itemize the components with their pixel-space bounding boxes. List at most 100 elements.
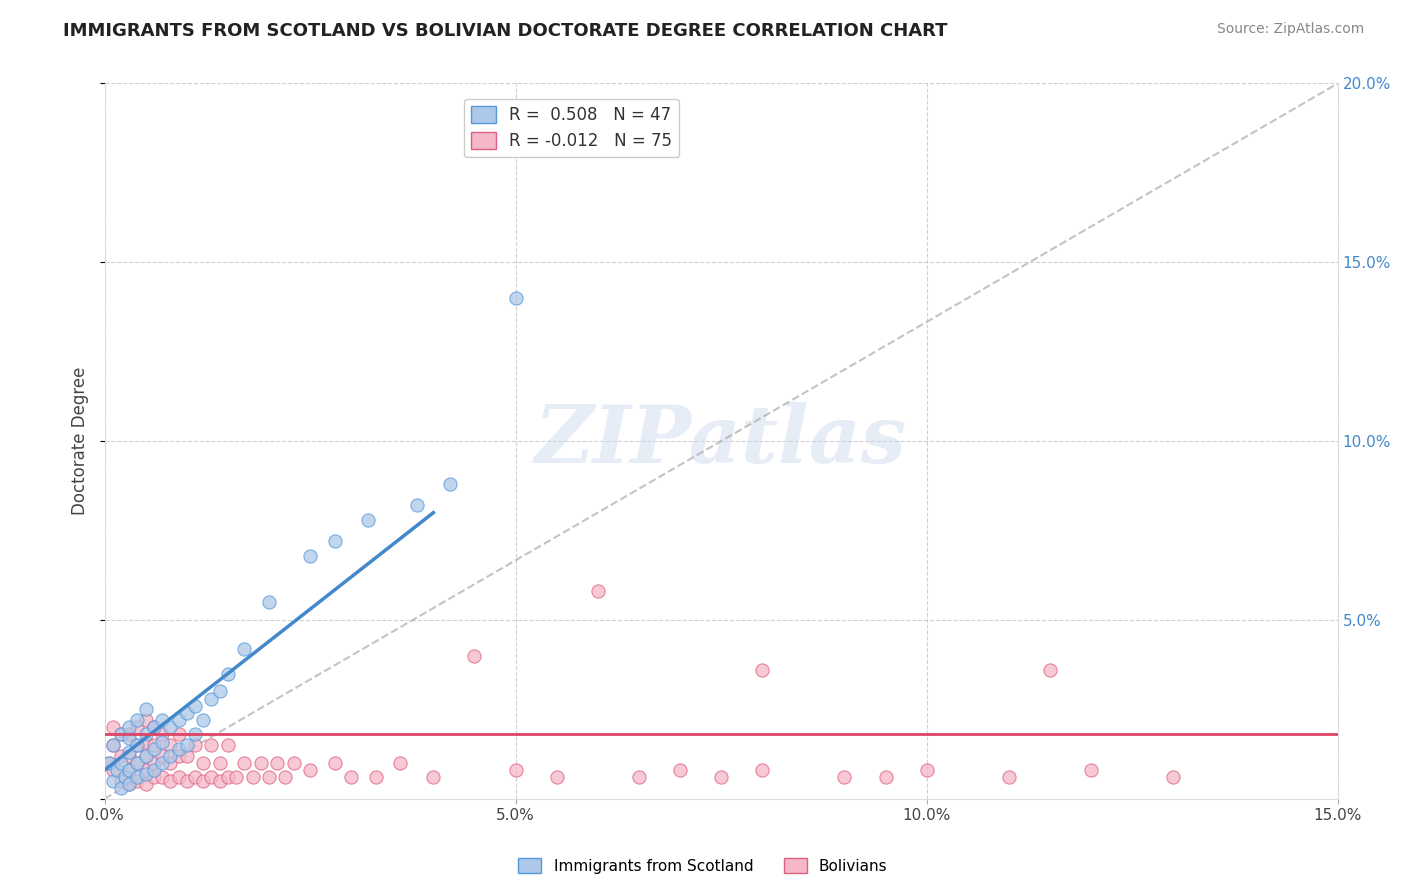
Point bbox=[118, 748, 141, 763]
Point bbox=[159, 738, 181, 752]
Point bbox=[127, 713, 149, 727]
Point bbox=[110, 727, 132, 741]
Point bbox=[834, 770, 856, 784]
Point bbox=[142, 720, 165, 734]
Point bbox=[167, 741, 190, 756]
Point bbox=[150, 713, 173, 727]
Point bbox=[142, 741, 165, 756]
Point bbox=[915, 763, 938, 777]
Point bbox=[135, 777, 157, 791]
Point bbox=[97, 756, 120, 770]
Point bbox=[751, 663, 773, 677]
Point bbox=[135, 748, 157, 763]
Point bbox=[217, 666, 239, 681]
Point bbox=[127, 720, 149, 734]
Point bbox=[101, 738, 124, 752]
Point bbox=[110, 773, 132, 788]
Legend: Immigrants from Scotland, Bolivians: Immigrants from Scotland, Bolivians bbox=[512, 852, 894, 880]
Point bbox=[159, 720, 181, 734]
Point bbox=[193, 773, 215, 788]
Point bbox=[167, 713, 190, 727]
Point bbox=[135, 727, 157, 741]
Point bbox=[1163, 770, 1185, 784]
Point bbox=[193, 756, 215, 770]
Point bbox=[208, 773, 231, 788]
Point bbox=[142, 763, 165, 777]
Point bbox=[135, 734, 157, 748]
Point bbox=[159, 748, 181, 763]
Point bbox=[389, 756, 412, 770]
Point bbox=[422, 770, 444, 784]
Point bbox=[242, 770, 264, 784]
Point bbox=[184, 770, 207, 784]
Point bbox=[217, 738, 239, 752]
Point bbox=[167, 748, 190, 763]
Point bbox=[127, 770, 149, 784]
Point bbox=[627, 770, 650, 784]
Point bbox=[249, 756, 271, 770]
Point bbox=[323, 756, 346, 770]
Point bbox=[101, 763, 124, 777]
Point bbox=[546, 770, 568, 784]
Point bbox=[586, 584, 609, 599]
Point bbox=[463, 648, 485, 663]
Point bbox=[505, 763, 527, 777]
Point bbox=[118, 720, 141, 734]
Point bbox=[135, 748, 157, 763]
Point bbox=[127, 738, 149, 752]
Point bbox=[101, 738, 124, 752]
Point bbox=[159, 773, 181, 788]
Point bbox=[127, 773, 149, 788]
Point bbox=[127, 756, 149, 770]
Point bbox=[101, 720, 124, 734]
Text: Source: ZipAtlas.com: Source: ZipAtlas.com bbox=[1216, 22, 1364, 37]
Point bbox=[266, 756, 288, 770]
Point bbox=[118, 745, 141, 759]
Point bbox=[142, 770, 165, 784]
Point bbox=[176, 748, 198, 763]
Point bbox=[200, 738, 222, 752]
Legend: R =  0.508   N = 47, R = -0.012   N = 75: R = 0.508 N = 47, R = -0.012 N = 75 bbox=[464, 99, 679, 157]
Point bbox=[208, 756, 231, 770]
Point bbox=[323, 534, 346, 549]
Point bbox=[505, 291, 527, 305]
Point bbox=[208, 684, 231, 698]
Point bbox=[118, 777, 141, 791]
Point bbox=[200, 770, 222, 784]
Point bbox=[184, 738, 207, 752]
Point bbox=[150, 734, 173, 748]
Point bbox=[233, 756, 256, 770]
Point bbox=[135, 713, 157, 727]
Point bbox=[105, 763, 128, 777]
Point bbox=[875, 770, 897, 784]
Point bbox=[118, 777, 141, 791]
Point bbox=[257, 770, 280, 784]
Point bbox=[142, 720, 165, 734]
Point bbox=[299, 549, 322, 563]
Text: IMMIGRANTS FROM SCOTLAND VS BOLIVIAN DOCTORATE DEGREE CORRELATION CHART: IMMIGRANTS FROM SCOTLAND VS BOLIVIAN DOC… bbox=[63, 22, 948, 40]
Point bbox=[150, 770, 173, 784]
Point bbox=[193, 713, 215, 727]
Point bbox=[176, 738, 198, 752]
Point bbox=[150, 756, 173, 770]
Y-axis label: Doctorate Degree: Doctorate Degree bbox=[72, 367, 89, 516]
Point bbox=[142, 756, 165, 770]
Point bbox=[110, 780, 132, 795]
Point bbox=[110, 748, 132, 763]
Point bbox=[998, 770, 1021, 784]
Point bbox=[257, 595, 280, 609]
Point bbox=[340, 770, 363, 784]
Point bbox=[1080, 763, 1102, 777]
Point bbox=[97, 756, 120, 770]
Point bbox=[439, 477, 461, 491]
Point bbox=[150, 727, 173, 741]
Point bbox=[274, 770, 297, 784]
Point bbox=[176, 706, 198, 720]
Point bbox=[118, 727, 141, 741]
Point bbox=[406, 499, 429, 513]
Point bbox=[225, 770, 247, 784]
Point bbox=[167, 770, 190, 784]
Point bbox=[127, 756, 149, 770]
Point bbox=[135, 763, 157, 777]
Point bbox=[110, 756, 132, 770]
